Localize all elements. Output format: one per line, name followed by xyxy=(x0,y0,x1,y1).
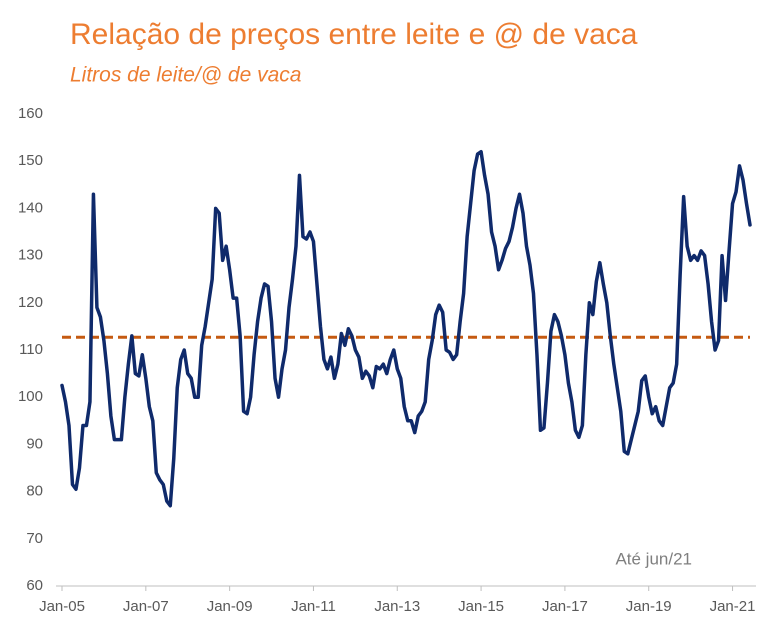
x-tick-label: Jan-15 xyxy=(458,598,504,615)
data-line xyxy=(60,150,752,508)
y-tick-label: 60 xyxy=(26,577,43,594)
x-tick-label: Jan-09 xyxy=(207,598,253,615)
y-tick-label: 110 xyxy=(19,341,43,358)
y-tick-label: 150 xyxy=(18,152,43,169)
y-tick-label: 70 xyxy=(26,530,43,547)
y-tick-label: 130 xyxy=(18,247,43,264)
chart-subtitle: Litros de leite/@ de vaca xyxy=(70,64,301,87)
y-tick-label: 160 xyxy=(18,105,43,122)
x-tick-label: Jan-05 xyxy=(39,598,85,615)
y-tick-label: 100 xyxy=(18,388,43,405)
y-tick-label: 140 xyxy=(18,199,43,216)
x-tick-label: Jan-07 xyxy=(123,598,169,615)
y-tick-label: 90 xyxy=(26,435,43,452)
x-tick-label: Jan-11 xyxy=(291,598,336,615)
x-tick-label: Jan-13 xyxy=(374,598,420,615)
x-tick-label: Jan-17 xyxy=(542,598,588,615)
y-tick-label: 80 xyxy=(26,483,43,500)
annotation: Até jun/21 xyxy=(615,549,692,568)
chart-title: Relação de preços entre leite e @ de vac… xyxy=(70,18,638,51)
y-tick-label: 120 xyxy=(18,294,43,311)
x-tick-label: Jan-21 xyxy=(710,598,756,615)
x-tick-label: Jan-19 xyxy=(626,598,672,615)
